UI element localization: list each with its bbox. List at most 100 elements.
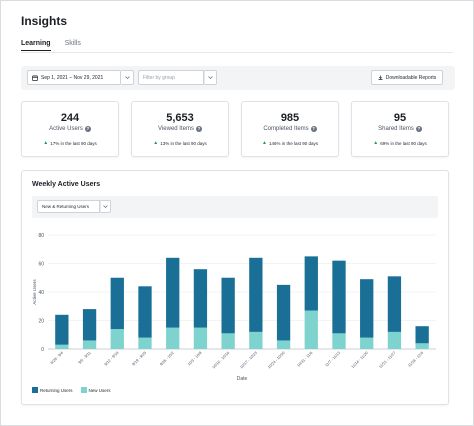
- stat-label: Active Users: [49, 126, 83, 132]
- help-icon[interactable]: ?: [415, 126, 422, 132]
- x-tick-label: 9/26 - 10/2: [159, 351, 175, 367]
- bar-returning-users: [55, 314, 69, 345]
- downloadable-reports-label: Downloadable Reports: [385, 74, 437, 81]
- help-icon[interactable]: ?: [310, 126, 317, 132]
- help-icon[interactable]: ?: [195, 126, 202, 132]
- tabs-divider: [21, 52, 453, 53]
- chart-title: Weekly Active Users: [32, 181, 101, 188]
- date-range-dropdown-toggle[interactable]: [121, 70, 134, 85]
- stat-trend: 17% in the last 90 days: [50, 140, 97, 146]
- trend-up-icon: ▲: [373, 140, 379, 146]
- trend-up-icon: ▲: [43, 140, 49, 146]
- tab-bar: Learning Skills: [21, 40, 81, 51]
- bar-returning-users: [138, 286, 152, 338]
- legend-item-new-users[interactable]: New Users: [80, 387, 111, 393]
- group-filter-input[interactable]: Filter by group: [138, 70, 204, 85]
- bar-returning-users: [193, 269, 208, 328]
- date-range-picker[interactable]: Sep 1, 2021 – Nov 29, 2021: [27, 70, 121, 85]
- bar-new-users: [304, 310, 318, 349]
- bar-returning-users: [360, 279, 374, 338]
- bar-new-users: [166, 327, 180, 349]
- x-axis-label: Date: [237, 376, 248, 382]
- filter-bar: Sep 1, 2021 – Nov 29, 2021 Filter by gro…: [21, 66, 455, 90]
- x-tick-label: 10/17 - 10/23: [239, 351, 258, 370]
- legend-item-returning-users[interactable]: Returning Users: [32, 387, 73, 393]
- x-tick-label: 11/28 - 12/4: [407, 351, 424, 368]
- stat-card-viewed-items: 5,653 Viewed Items? ▲ 13% in the last 90 …: [131, 101, 229, 157]
- x-tick-label: 10/10 - 10/16: [212, 351, 231, 370]
- stat-label: Completed Items: [263, 126, 309, 132]
- bar-new-users: [249, 331, 263, 349]
- stat-value: 95: [393, 112, 407, 124]
- bar-returning-users: [82, 309, 97, 341]
- y-axis-label: Active Users: [32, 279, 37, 305]
- bar-returning-users: [221, 277, 235, 334]
- x-tick-label: 8/29 - 9/4: [50, 351, 64, 365]
- group-filter-dropdown-toggle[interactable]: [204, 70, 217, 85]
- tab-skills[interactable]: Skills: [64, 40, 81, 47]
- x-tick-label: 9/19 - 9/25: [132, 351, 148, 367]
- stat-card-completed-items: 985 Completed Items? ▲ 146% in the last 9…: [241, 101, 339, 157]
- legend-swatch: [80, 387, 87, 393]
- bar-new-users: [332, 333, 346, 349]
- bar-returning-users: [110, 277, 124, 330]
- chevron-down-icon: [103, 205, 108, 208]
- y-tick-label: 80: [38, 233, 44, 239]
- bar-returning-users: [166, 257, 180, 328]
- stat-value: 244: [60, 112, 80, 124]
- bar-new-users: [193, 327, 208, 349]
- bar-returning-users: [415, 326, 429, 344]
- group-filter-placeholder: Filter by group: [143, 74, 175, 81]
- calendar-icon: [32, 74, 38, 81]
- chart-legend: Returning Users New Users: [32, 387, 111, 393]
- weekly-active-users-chart: 0 20 40 60 80 Active Users 8/29 - 9/4 9/5 - 9/1…: [32, 233, 436, 382]
- download-icon: [378, 75, 383, 80]
- stat-label: Shared Items: [378, 126, 414, 132]
- date-range-value: Sep 1, 2021 – Nov 29, 2021: [41, 74, 104, 81]
- tab-learning[interactable]: Learning: [21, 40, 51, 51]
- page-title: Insights: [21, 14, 68, 28]
- stat-value: 5,653: [166, 112, 194, 124]
- series-select-value: New & Returning Users: [42, 204, 90, 209]
- x-tick-label: 11/14 - 11/20: [351, 351, 369, 369]
- stat-trend: 146% in the last 90 days: [268, 140, 318, 146]
- downloadable-reports-button[interactable]: Downloadable Reports: [371, 70, 443, 85]
- help-icon[interactable]: ?: [84, 126, 91, 132]
- stat-label: Viewed Items: [158, 126, 194, 132]
- x-tick-label: 10/31 - 11/6: [297, 351, 314, 368]
- bar-returning-users: [304, 256, 318, 311]
- y-tick-label: 60: [38, 261, 44, 267]
- y-tick-label: 40: [38, 290, 44, 296]
- bar-returning-users: [276, 284, 291, 341]
- series-select-dropdown-toggle[interactable]: [100, 200, 111, 213]
- x-tick-label: 11/7 - 11/13: [324, 351, 341, 368]
- stat-trend: 13% in the last 90 days: [160, 140, 207, 146]
- series-select[interactable]: New & Returning Users: [37, 200, 100, 213]
- bar-new-users: [55, 344, 69, 349]
- weekly-active-users-card: Weekly Active Users New & Returning User…: [21, 170, 449, 405]
- chevron-down-icon: [124, 76, 130, 79]
- bar-new-users: [276, 340, 291, 349]
- x-tick-label: 11/21 - 11/27: [378, 351, 396, 369]
- legend-label: Returning Users: [40, 387, 73, 393]
- x-tick-label: 9/5 - 9/11: [78, 351, 92, 365]
- trend-up-icon: ▲: [153, 140, 159, 146]
- stat-value: 985: [280, 112, 300, 124]
- bar-returning-users: [249, 257, 263, 332]
- bar-new-users: [110, 329, 124, 349]
- bar-new-users: [138, 337, 152, 349]
- stat-trend: 69% in the last 90 days: [380, 140, 427, 146]
- y-tick-label: 0: [41, 347, 44, 353]
- stat-card-shared-items: 95 Shared Items? ▲ 69% in the last 90 day…: [351, 101, 449, 157]
- trend-up-icon: ▲: [262, 140, 267, 146]
- chart-filter-bar: New & Returning Users: [32, 196, 438, 218]
- x-tick-label: 9/12 - 9/18: [104, 351, 120, 367]
- bar-new-users: [221, 333, 235, 349]
- chevron-down-icon: [208, 76, 213, 79]
- bar-returning-users: [332, 260, 346, 334]
- y-tick-label: 20: [38, 318, 44, 324]
- legend-swatch: [32, 387, 38, 393]
- stat-card-active-users: 244 Active Users? ▲ 17% in the last 90 da…: [21, 101, 119, 157]
- legend-label: New Users: [88, 387, 111, 393]
